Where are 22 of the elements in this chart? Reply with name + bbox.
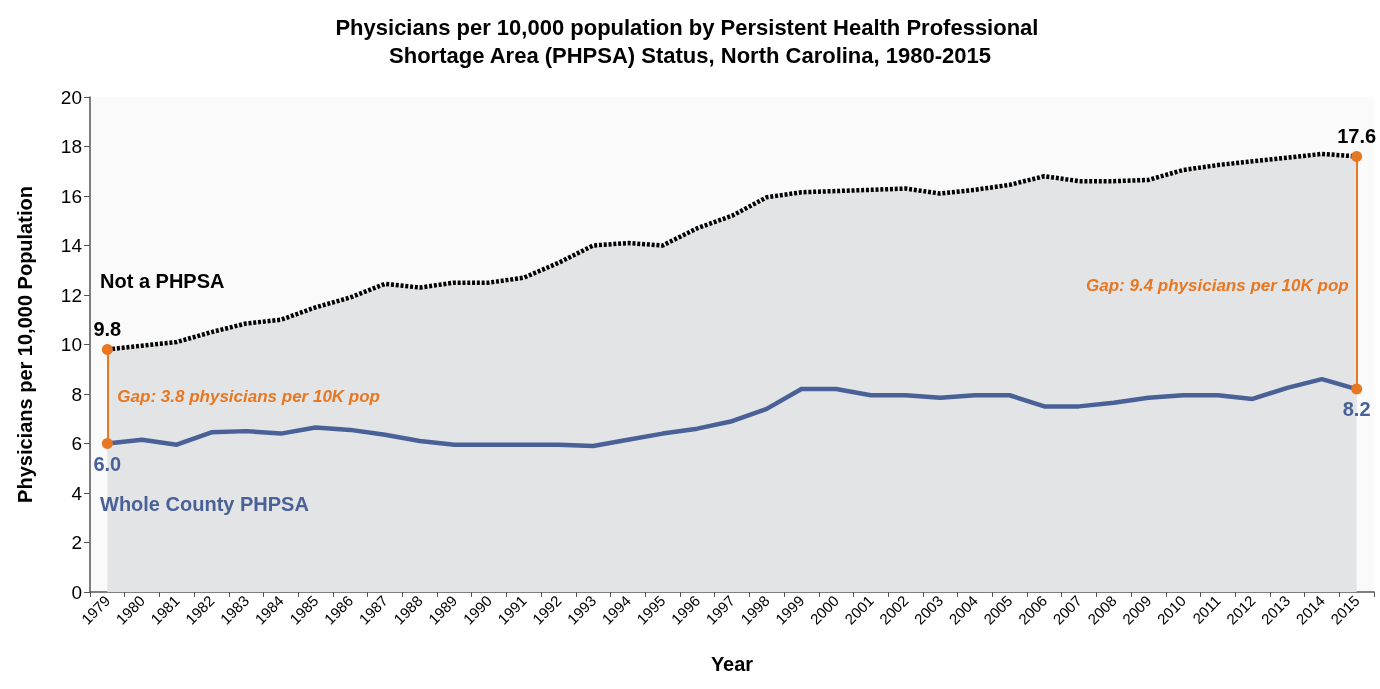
data-label: 9.8 bbox=[93, 318, 122, 341]
y-tick-label: 8 bbox=[71, 383, 82, 405]
y-tick-label: 12 bbox=[60, 284, 82, 306]
annotation: Gap: 3.8 physicians per 10K pop bbox=[117, 386, 380, 406]
y-tick-label: 14 bbox=[60, 235, 83, 256]
y-tick-label: 0 bbox=[71, 581, 82, 603]
y-axis-title: Physicians per 10,000 Population bbox=[14, 186, 36, 503]
y-tick-label: 10 bbox=[60, 334, 82, 355]
y-tick-label: 6 bbox=[71, 433, 82, 454]
y-tick-label: 4 bbox=[71, 482, 83, 504]
data-label: 17.6 bbox=[1337, 125, 1377, 148]
annotation: Gap: 9.4 physicians per 10K pop bbox=[1086, 275, 1349, 295]
chart-title: Physicians per 10,000 population by Persistent Health Professional Shortage Area (PHPSA) Status, North Carolina, 1980-2015 bbox=[335, 14, 1045, 68]
series-label: Not a PHPSA bbox=[100, 270, 225, 293]
y-tick-label: 16 bbox=[60, 185, 82, 207]
y-tick-label: 18 bbox=[60, 136, 82, 157]
data-label: 8.2 bbox=[1342, 398, 1371, 421]
y-tick-label: 20 bbox=[60, 86, 82, 108]
x-axis-title: Year bbox=[710, 653, 754, 675]
text: Whole County PHPSA bbox=[100, 492, 309, 515]
data-label: 6.0 bbox=[93, 452, 122, 475]
y-tick-label: 2 bbox=[71, 532, 82, 553]
